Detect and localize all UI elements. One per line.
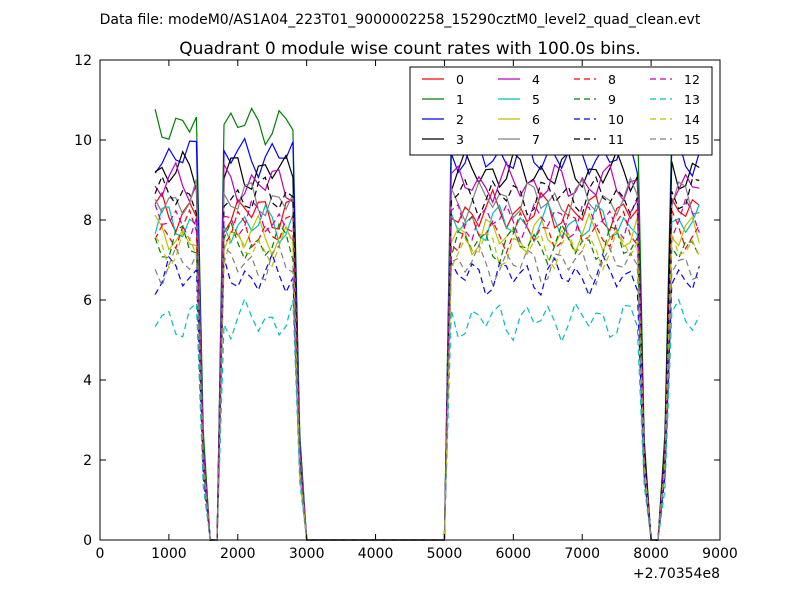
- axes-layer: 0 1000 2000 3000 4000 5000 6000 7000 8000 9000 0 2 4…: [74, 53, 738, 562]
- legend-label-13: 13: [684, 92, 700, 107]
- x-tick-label: 4000: [358, 546, 394, 562]
- series-layer: [154, 100, 700, 541]
- x-tick-label: 7000: [564, 546, 600, 562]
- legend-label-5: 5: [532, 92, 540, 107]
- legend-label-14: 14: [684, 112, 700, 127]
- x-tick-label: 1000: [151, 546, 187, 562]
- series-line-8: [154, 208, 700, 541]
- chart-title: Quadrant 0 module wise count rates with …: [179, 39, 640, 59]
- series-line-3: [154, 149, 700, 541]
- legend-label-1: 1: [456, 92, 464, 107]
- x-tick-label: 9000: [702, 546, 738, 562]
- x-tick-label: 0: [96, 546, 105, 562]
- y-tick-label: 4: [83, 373, 92, 389]
- legend-label-7: 7: [532, 132, 540, 147]
- series-line-11: [154, 174, 700, 541]
- series-line-6: [154, 212, 700, 541]
- x-tick-label: 8000: [633, 546, 669, 562]
- legend-label-0: 0: [456, 72, 464, 87]
- legend-label-4: 4: [532, 72, 540, 87]
- legend-label-12: 12: [684, 72, 700, 87]
- series-line-12: [154, 197, 700, 541]
- y-tick-label: 2: [83, 453, 92, 469]
- x-tick-label: 6000: [496, 546, 532, 562]
- y-tick-label: 6: [83, 293, 92, 309]
- legend-label-15: 15: [684, 132, 700, 147]
- x-tick-label: 2000: [220, 546, 256, 562]
- y-tick-label: 12: [74, 53, 92, 69]
- legend-label-6: 6: [532, 112, 540, 127]
- legend-box: [409, 66, 713, 156]
- series-line-4: [154, 160, 700, 541]
- series-line-0: [154, 188, 700, 541]
- series-line-15: [154, 243, 700, 541]
- y-tick-label: 10: [74, 133, 92, 149]
- series-line-13: [154, 297, 700, 541]
- legend-label-10: 10: [608, 112, 624, 127]
- x-tick-label: 3000: [289, 546, 325, 562]
- series-line-10: [154, 252, 700, 541]
- x-offset-label: +2.70354e8: [633, 566, 720, 582]
- series-line-14: [154, 224, 700, 541]
- y-tick-label: 0: [83, 533, 92, 549]
- x-tick-label: 5000: [427, 546, 463, 562]
- legend-label-8: 8: [608, 72, 616, 87]
- series-line-5: [154, 200, 700, 541]
- suptitle: Data file: modeM0/AS1A04_223T01_90000022…: [100, 12, 701, 28]
- legend-label-9: 9: [608, 92, 616, 107]
- y-tick-label: 8: [83, 213, 92, 229]
- legend-label-2: 2: [456, 112, 464, 127]
- series-line-2: [154, 132, 700, 541]
- legend-label-11: 11: [608, 132, 624, 147]
- legend-label-3: 3: [456, 132, 464, 147]
